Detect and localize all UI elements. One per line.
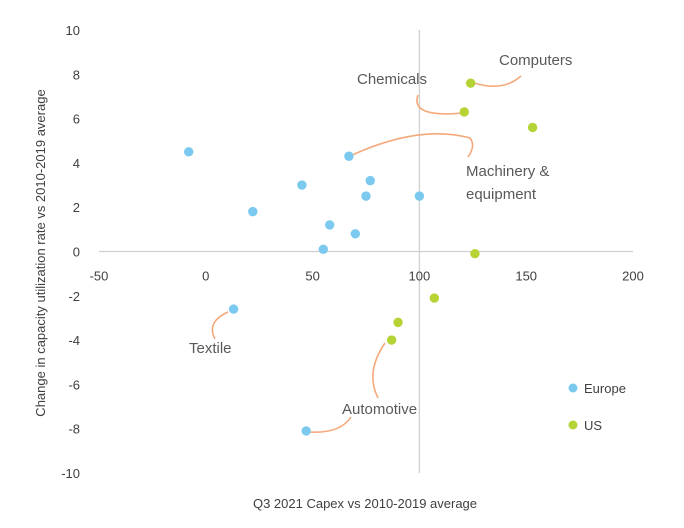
point-europe [248, 206, 258, 217]
point-europe [184, 147, 194, 157]
point-us [459, 107, 469, 117]
x-tick-label: 50 [305, 269, 319, 284]
legend: Europe US [568, 381, 626, 433]
annotation-automotive: Automotive [342, 401, 417, 418]
x-tick-label: 0 [202, 269, 209, 284]
annotation-equipment: equipment [466, 186, 537, 203]
y-tick-label: 6 [73, 112, 80, 127]
y-tick-label: 8 [73, 67, 80, 82]
point-us [527, 122, 538, 133]
y-axis-title: Change in capacity utilization rate vs 2… [33, 89, 48, 416]
point-europe [414, 191, 425, 201]
y-tick-label: -10 [61, 466, 80, 481]
y-tick-label: 0 [73, 245, 80, 260]
annotation-textile: Textile [189, 340, 232, 357]
data-points [184, 78, 538, 436]
x-tick-label: -50 [90, 269, 109, 284]
textile-leader [211, 311, 229, 340]
point-us [393, 317, 403, 328]
legend-label-europe: Europe [584, 381, 626, 396]
axes [99, 30, 633, 473]
automotive-leader-upper [372, 342, 386, 399]
point-europe [344, 151, 354, 161]
y-tick-label: 2 [73, 200, 80, 215]
annotation-chemicals: Chemicals [357, 71, 427, 88]
annotation-leaders [211, 75, 522, 434]
point-europe [350, 229, 361, 239]
point-europe [318, 244, 328, 254]
chemicals-leader [416, 94, 464, 115]
annotation-computers: Computers [499, 52, 572, 69]
y-tick-label: -6 [68, 377, 80, 392]
legend-label-us: US [584, 418, 602, 433]
point-europe [365, 175, 375, 186]
y-tick-label: -4 [68, 333, 80, 348]
point-europe [301, 426, 311, 436]
x-axis-title: Q3 2021 Capex vs 2010-2019 average [253, 496, 477, 511]
legend-marker-europe [568, 383, 578, 393]
point-europe [297, 180, 307, 190]
y-tick-label: -2 [68, 289, 80, 304]
x-tick-label: 200 [622, 269, 644, 284]
x-tick-label: 150 [515, 269, 537, 284]
x-tick-label: 100 [409, 269, 431, 284]
y-tick-label: 10 [66, 23, 80, 38]
machinery-leader [347, 133, 474, 158]
point-us [429, 293, 440, 303]
annotation-machinery: Machinery & [466, 163, 549, 180]
point-europe [361, 191, 371, 201]
point-us [386, 335, 397, 345]
computers-leader [473, 75, 522, 88]
point-europe [324, 220, 335, 230]
y-tick-label: 4 [73, 156, 80, 171]
point-europe [228, 304, 239, 314]
legend-marker-us [568, 420, 578, 430]
y-tick-label: -8 [68, 422, 80, 437]
point-us [470, 249, 480, 259]
point-us [465, 78, 476, 88]
tick-labels: -50 0 50 100 150 200 -10 -8 -6 -4 -2 0 2 4 6 8 10 [61, 23, 644, 481]
automotive-leader-lower [307, 416, 352, 434]
